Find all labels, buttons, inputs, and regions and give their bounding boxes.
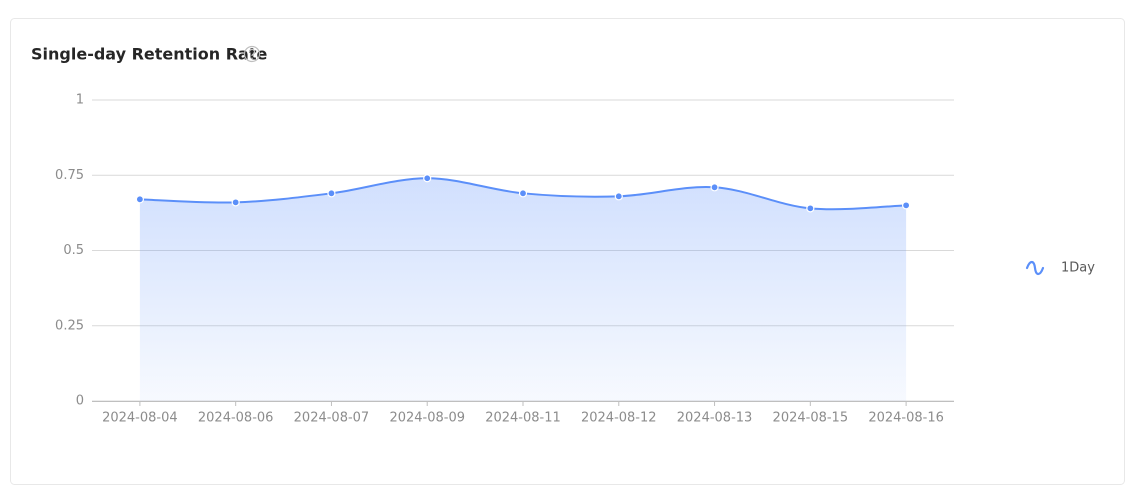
x-tick-label: 2024-08-15 xyxy=(773,411,849,426)
y-tick-label: 1 xyxy=(76,93,84,108)
point xyxy=(518,189,528,198)
y-tick-label: 0.5 xyxy=(63,243,84,258)
point xyxy=(710,183,719,192)
y-tick-label: 0 xyxy=(76,394,84,409)
x-tick-label: 2024-08-06 xyxy=(198,411,274,426)
point xyxy=(806,204,815,213)
x-tick-label: 2024-08-11 xyxy=(485,411,561,426)
legend-label: 1Day xyxy=(1061,261,1095,276)
legend-item[interactable]: 1Day xyxy=(1025,260,1095,276)
y-tick-label: 0.25 xyxy=(55,318,84,333)
point xyxy=(423,174,432,183)
point xyxy=(327,189,336,198)
x-tick-label: 2024-08-04 xyxy=(102,411,178,426)
x-tick-label: 2024-08-07 xyxy=(294,411,370,426)
x-tick-label: 2024-08-12 xyxy=(581,411,657,426)
point xyxy=(902,201,911,210)
point xyxy=(614,192,623,201)
help-icon[interactable] xyxy=(243,45,261,63)
legend-marker xyxy=(1025,260,1045,276)
chart-title: Single-day Retention Rate xyxy=(31,45,268,64)
x-tick-label: 2024-08-16 xyxy=(868,411,944,426)
point xyxy=(231,198,240,207)
x-tick-label: 2024-08-09 xyxy=(389,411,465,426)
x-tick-label: 2024-08-13 xyxy=(677,411,753,426)
area xyxy=(139,178,907,401)
y-tick-label: 0.75 xyxy=(55,168,84,183)
point xyxy=(135,195,144,204)
